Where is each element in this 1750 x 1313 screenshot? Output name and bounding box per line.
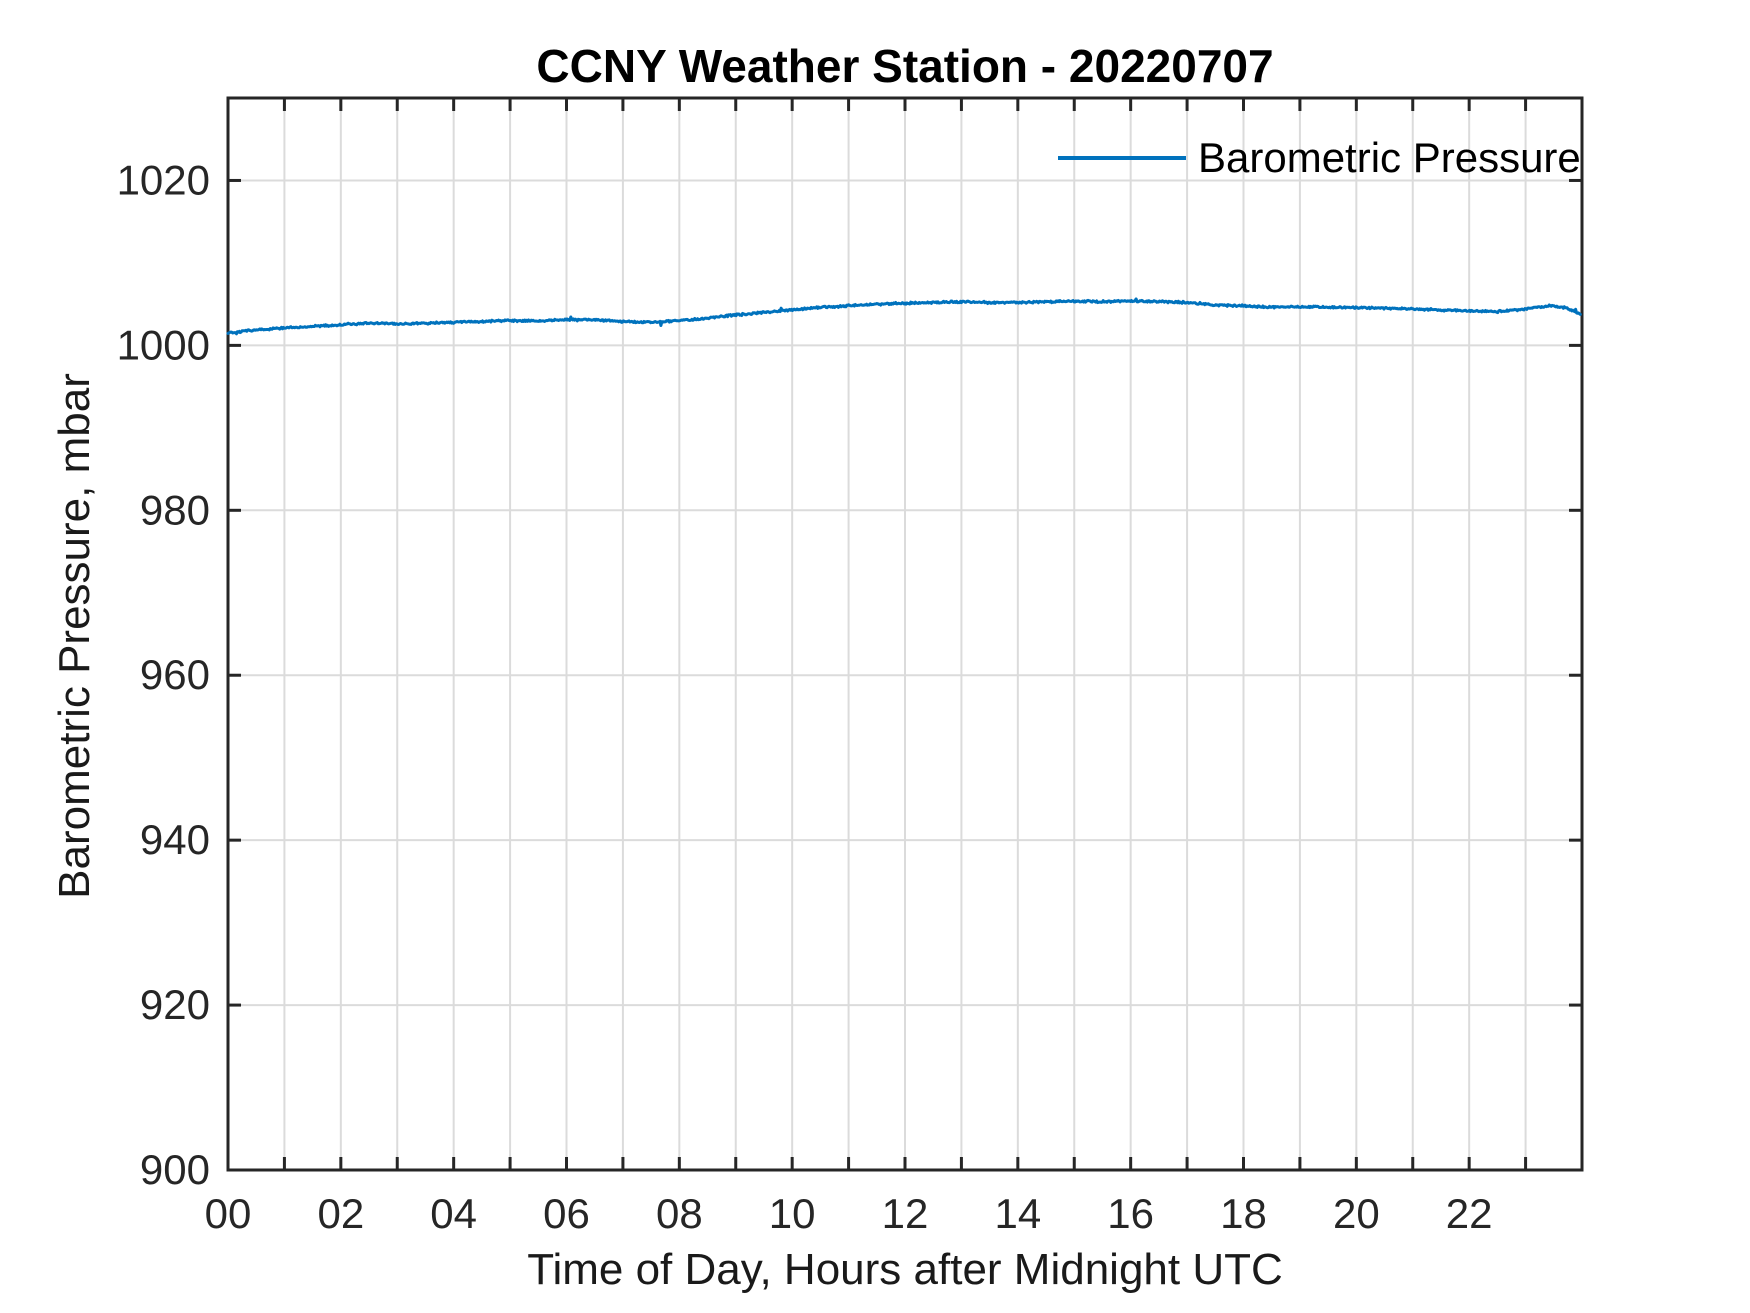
x-tick-label: 02 [317,1190,364,1237]
chart-title: CCNY Weather Station - 20220707 [536,40,1274,92]
x-tick-label: 08 [656,1190,703,1237]
y-axis-label: Barometric Pressure, mbar [50,373,99,899]
x-tick-label: 04 [430,1190,477,1237]
x-tick-label: 12 [882,1190,929,1237]
x-tick-label: 14 [994,1190,1041,1237]
x-tick-label: 10 [769,1190,816,1237]
x-tick-label: 16 [1107,1190,1154,1237]
y-tick-label: 980 [140,486,210,533]
y-tick-label: 920 [140,981,210,1028]
legend: Barometric Pressure [1058,134,1581,181]
legend-line-sample [1058,156,1186,160]
pressure-line [226,297,1582,336]
y-tick-label: 900 [140,1146,210,1193]
x-axis-label: Time of Day, Hours after Midnight UTC [527,1245,1283,1294]
x-tick-label: 22 [1446,1190,1493,1237]
y-tick-label: 1020 [117,156,210,203]
x-tick-label: 18 [1220,1190,1267,1237]
x-tick-label: 06 [543,1190,590,1237]
y-tick-label: 940 [140,816,210,863]
y-tick-label: 1000 [117,321,210,368]
x-tick-label: 20 [1333,1190,1380,1237]
y-tick-label: 960 [140,651,210,698]
x-tick-label: 00 [205,1190,252,1237]
legend-label: Barometric Pressure [1198,134,1581,181]
